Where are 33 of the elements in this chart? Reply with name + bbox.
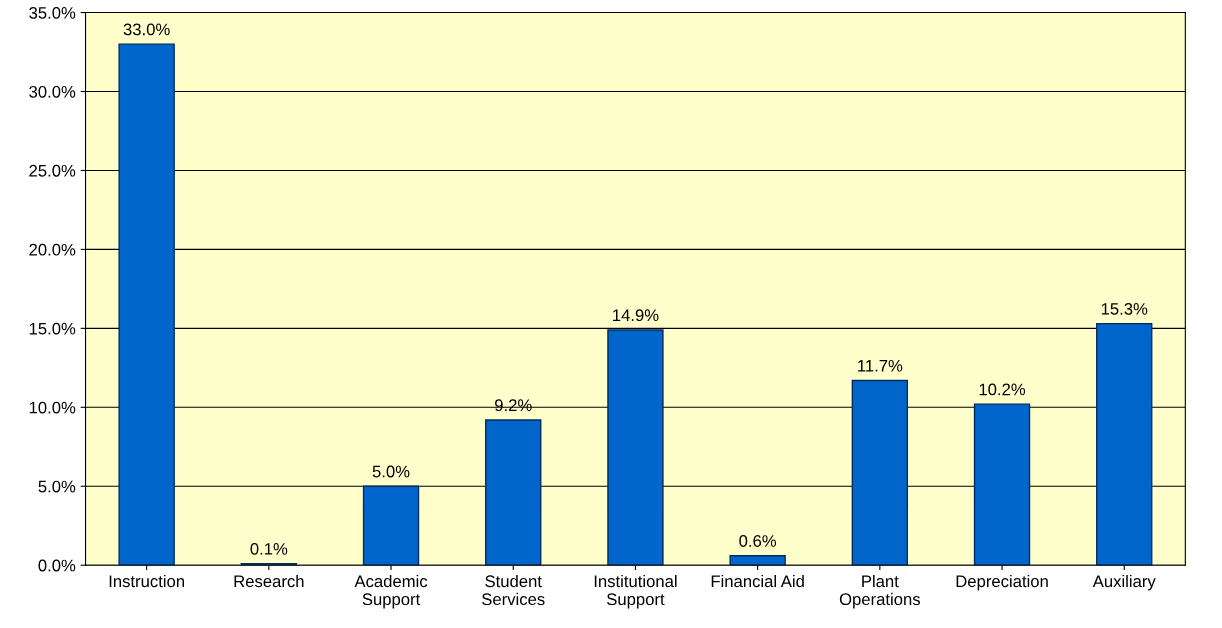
data-label: 0.1% [250, 542, 288, 555]
y-tick-label: 15.0% [29, 322, 76, 335]
x-tick-label: Auxiliary [1092, 574, 1156, 591]
x-tick-label: Academic Support [354, 574, 428, 609]
data-label: 5.0% [372, 465, 410, 478]
y-tick-label: 10.0% [29, 401, 76, 414]
y-tick-label: 30.0% [29, 85, 76, 98]
x-tick-label: Research [234, 574, 304, 588]
y-tick-label: 20.0% [29, 243, 76, 256]
x-tick-label: Plant Operations [839, 574, 920, 609]
bar [607, 329, 664, 566]
data-label: 15.3% [1101, 302, 1148, 315]
x-tick-label: Student Services [482, 574, 545, 606]
y-tick-label: 35.0% [29, 6, 76, 19]
data-label: 10.2% [979, 383, 1026, 396]
x-tick-label: Depreciation [956, 574, 1048, 591]
y-tick-label: 0.0% [38, 559, 76, 572]
x-tick-label: Institutional Support [594, 574, 677, 609]
x-tick-label: Instruction [109, 574, 184, 588]
bar [973, 403, 1031, 566]
bar [118, 43, 175, 566]
bar [485, 419, 542, 566]
data-label: 11.7% [858, 359, 903, 372]
bar [1096, 322, 1153, 566]
bar [362, 485, 420, 566]
data-label: 33.0% [123, 23, 170, 36]
x-tick-label: Financial Aid [711, 574, 804, 588]
y-tick-label: 25.0% [29, 164, 76, 177]
data-label: 14.9% [613, 309, 659, 322]
bar [851, 379, 909, 566]
bar [729, 555, 786, 566]
data-label: 0.6% [739, 535, 777, 547]
y-tick-label: 5.0% [38, 480, 76, 493]
